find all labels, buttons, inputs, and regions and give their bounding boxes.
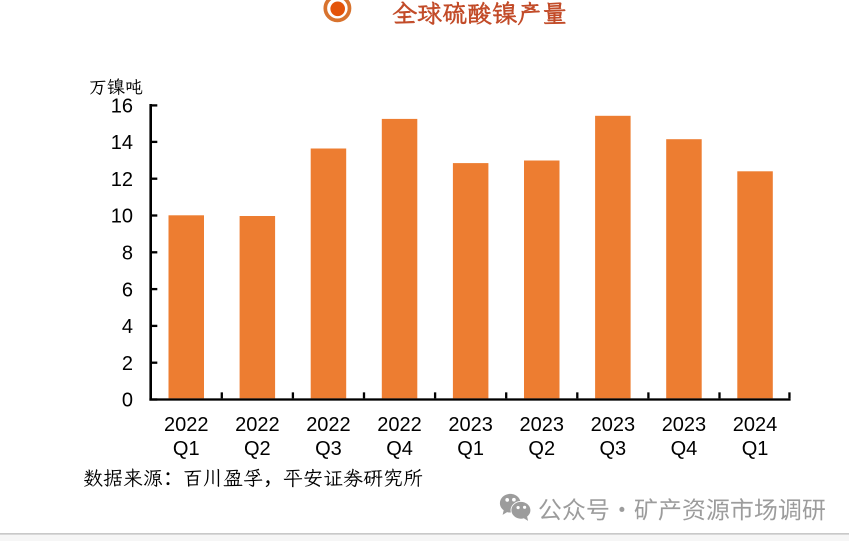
svg-text:2022: 2022 bbox=[164, 414, 209, 436]
svg-text:2023: 2023 bbox=[591, 414, 636, 436]
svg-text:Q4: Q4 bbox=[386, 438, 413, 460]
svg-text:2022: 2022 bbox=[235, 414, 280, 436]
svg-text:2023: 2023 bbox=[520, 414, 565, 436]
svg-text:2022: 2022 bbox=[306, 414, 351, 436]
svg-text:Q1: Q1 bbox=[457, 438, 484, 460]
svg-text:0: 0 bbox=[122, 390, 133, 412]
svg-text:6: 6 bbox=[122, 279, 133, 301]
svg-text:14: 14 bbox=[111, 132, 133, 154]
svg-text:Q1: Q1 bbox=[742, 438, 769, 460]
svg-text:Q3: Q3 bbox=[315, 438, 342, 460]
svg-text:2023: 2023 bbox=[448, 414, 493, 436]
svg-text:2023: 2023 bbox=[662, 414, 707, 436]
svg-text:Q2: Q2 bbox=[244, 438, 271, 460]
svg-text:Q4: Q4 bbox=[671, 438, 698, 460]
svg-text:2: 2 bbox=[122, 353, 133, 375]
svg-text:4: 4 bbox=[122, 316, 133, 338]
svg-text:Q2: Q2 bbox=[528, 438, 555, 460]
svg-text:2024: 2024 bbox=[733, 414, 778, 436]
svg-text:16: 16 bbox=[111, 95, 133, 117]
svg-text:2022: 2022 bbox=[377, 414, 422, 436]
svg-text:Q1: Q1 bbox=[173, 438, 200, 460]
svg-text:8: 8 bbox=[122, 243, 133, 265]
svg-text:10: 10 bbox=[111, 206, 133, 228]
svg-text:12: 12 bbox=[111, 169, 133, 191]
svg-text:Q3: Q3 bbox=[600, 438, 627, 460]
